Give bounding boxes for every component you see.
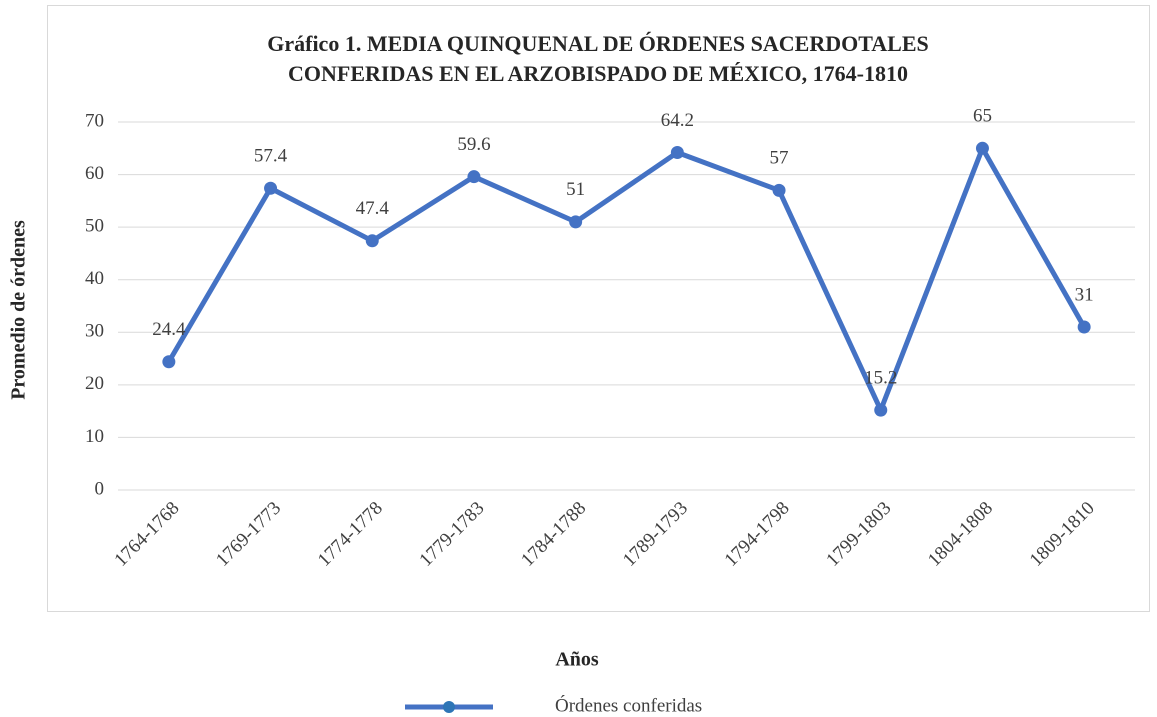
legend-marker xyxy=(443,701,455,713)
y-tick-label: 0 xyxy=(95,478,105,499)
data-label: 24.4 xyxy=(152,319,186,340)
y-tick-label: 20 xyxy=(85,373,104,394)
data-label: 57.4 xyxy=(254,146,288,167)
marker xyxy=(670,145,684,159)
marker xyxy=(467,170,481,184)
data-label: 64.2 xyxy=(661,110,694,131)
data-label: 57 xyxy=(770,148,789,169)
legend-label: Órdenes conferidas xyxy=(555,694,702,716)
marker xyxy=(365,234,379,248)
y-tick-label: 60 xyxy=(85,163,104,184)
chart-border xyxy=(47,5,1150,612)
line xyxy=(166,145,1087,413)
x-axis-title: Años xyxy=(555,649,599,671)
data-label: 47.4 xyxy=(356,198,390,219)
y-tick-label: 10 xyxy=(85,426,104,447)
data-label: 15.2 xyxy=(864,367,897,388)
data-label: 51 xyxy=(566,179,585,200)
chart-title: Gráfico 1. MEDIA QUINQUENAL DE ÓRDENES S… xyxy=(267,31,929,56)
y-axis-title: Promedio de órdenes xyxy=(8,220,30,400)
marker xyxy=(874,403,888,417)
marker xyxy=(1077,320,1091,334)
data-label: 31 xyxy=(1075,284,1094,305)
marker xyxy=(569,215,583,229)
y-tick-label: 50 xyxy=(85,216,104,237)
data-label: 59.6 xyxy=(457,134,490,155)
chart-title: CONFERIDAS EN EL ARZOBISPADO DE MÉXICO, … xyxy=(288,61,908,86)
marker xyxy=(264,181,278,195)
marker xyxy=(162,355,176,369)
y-tick-label: 70 xyxy=(85,110,104,131)
marker xyxy=(772,183,786,197)
y-tick-label: 40 xyxy=(85,268,104,289)
y-tick-label: 30 xyxy=(85,321,104,342)
marker xyxy=(975,141,989,155)
data-label: 65 xyxy=(973,106,992,127)
